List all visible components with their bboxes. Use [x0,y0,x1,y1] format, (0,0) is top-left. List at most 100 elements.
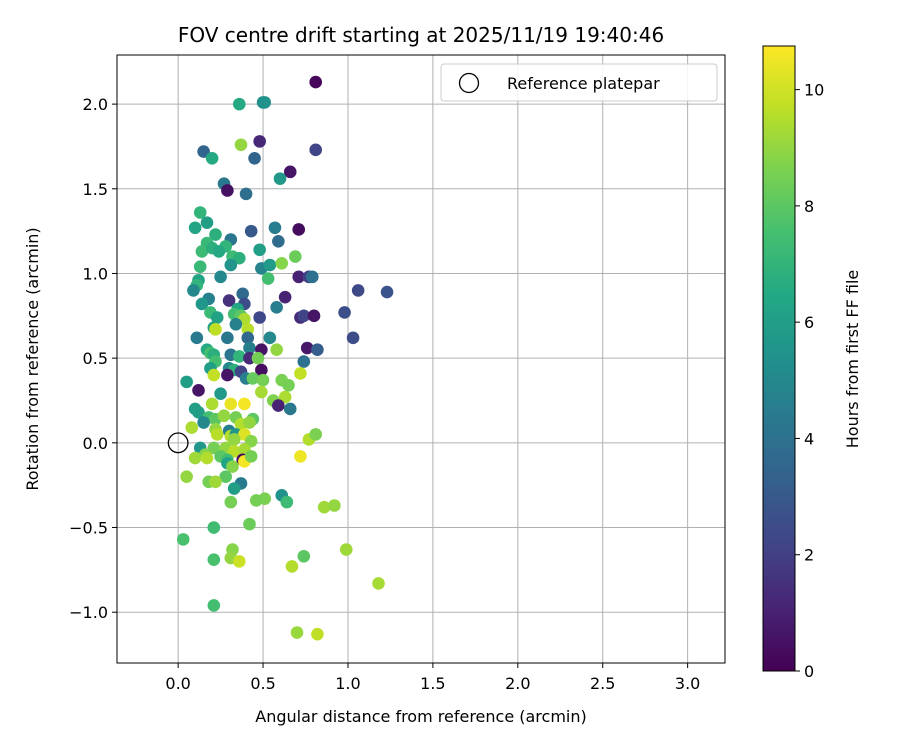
data-point [214,270,227,284]
data-point [221,184,234,197]
data-point [214,387,227,401]
data-point [263,258,277,272]
colorbar-tick-label: 4 [804,429,814,448]
data-point [248,152,261,165]
y-tick-label: −0.5 [69,519,108,538]
data-point [193,260,207,273]
data-point [372,577,385,590]
data-point [217,409,231,423]
data-point [200,451,214,465]
data-point [195,245,209,258]
data-point [309,75,323,89]
x-axis-label: Angular distance from reference (arcmin) [255,707,586,726]
y-axis-label: Rotation from reference (arcmin) [23,227,42,490]
data-point [311,627,324,641]
reference-platepar-marker [167,432,189,454]
data-point [263,331,277,345]
x-tick-label: 2.0 [505,674,530,693]
data-point [205,152,219,165]
data-point [210,428,224,441]
data-point [309,143,323,157]
x-tick-label: 1.5 [420,674,445,693]
data-point [232,97,246,111]
colorbar-label: Hours from first FF file [843,270,862,449]
colorbar-ticks: 0 2 4 6 8 10 [795,81,824,681]
colorbar-tick-label: 0 [804,662,814,681]
data-point [243,416,256,429]
data-point [243,517,256,531]
data-point [244,224,258,238]
data-point [275,257,289,270]
colorbar-tick-label: 8 [804,197,814,216]
data-point [195,297,209,311]
data-point [224,258,238,272]
legend-marker-open-circle [458,72,480,94]
data-point [207,368,221,382]
data-point [185,421,199,434]
data-point [197,145,210,158]
data-point [222,294,236,307]
data-point [193,206,207,219]
reference-marker [167,432,189,454]
data-point [253,311,266,324]
data-point [292,223,306,236]
data-point [192,406,205,419]
data-point [239,187,253,201]
data-point [268,221,282,235]
data-point [283,402,297,416]
data-point [227,445,241,458]
data-point [232,350,246,363]
data-point [205,397,219,411]
data-point [256,373,270,387]
data-point [192,384,205,397]
data-point [190,331,204,345]
data-point [180,470,193,484]
data-point [311,343,324,356]
y-tick-label: 0.0 [83,434,108,453]
data-point [309,428,323,441]
data-point [200,216,214,229]
x-tick-label: 0.5 [250,674,275,693]
y-tick-label: 1.0 [83,264,108,283]
data-point [232,251,246,265]
data-point [224,397,238,411]
data-point [273,172,287,185]
data-point [346,331,360,345]
data-point [176,533,190,546]
data-point [258,96,272,109]
data-point [297,309,311,323]
data-point [219,470,232,484]
data-point [270,301,283,314]
data-point [209,228,222,241]
data-point [209,475,222,489]
data-point [221,368,234,382]
x-tick-label: 0.0 [165,674,190,693]
data-point [297,550,311,563]
data-point [210,311,224,324]
data-point [244,450,258,463]
data-point [270,343,283,356]
data-point [253,243,266,257]
data-point [306,270,319,284]
colorbar-tick-label: 6 [804,313,814,332]
y-tick-label: 0.5 [83,349,108,368]
data-point [246,372,260,385]
data-point [307,309,321,323]
data-point [244,434,258,448]
chart-title: FOV centre drift starting at 2025/11/19 … [178,23,664,47]
data-point [229,317,243,331]
colorbar-tick-label: 10 [804,81,824,100]
data-point [280,495,294,509]
data-point [253,135,266,148]
data-point [232,555,246,568]
data-point [339,543,353,556]
data-point [249,494,263,507]
data-point [207,599,221,612]
data-point [278,390,292,404]
data-point [212,245,226,258]
data-point [180,375,193,389]
data-point [338,306,351,319]
data-point [234,138,248,152]
x-tick-label: 3.0 [675,674,700,693]
